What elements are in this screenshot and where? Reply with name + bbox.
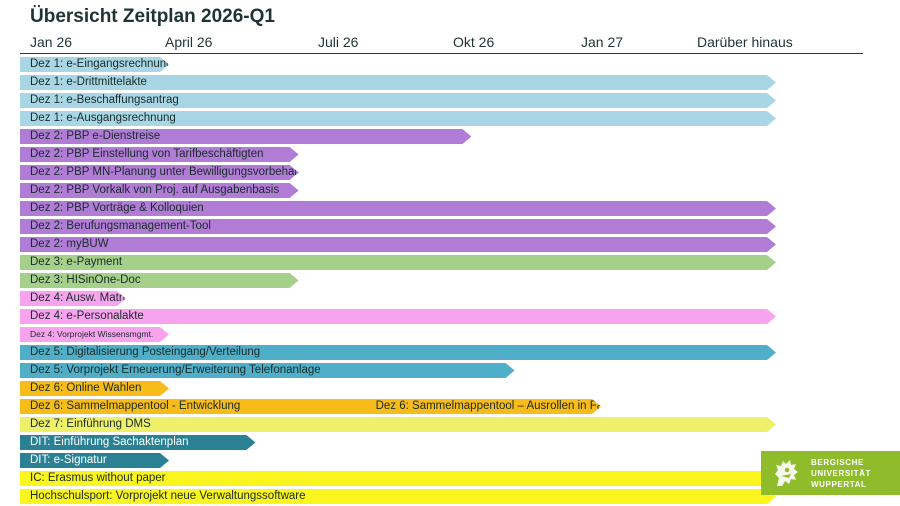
- gantt-bar: Hochschulsport: Vorprojekt neue Verwaltu…: [20, 489, 776, 504]
- tick-label: Okt 26: [453, 34, 495, 50]
- logo-text-line: WUPPERTAL: [811, 480, 867, 489]
- gantt-bar: Dez 2: PBP Vorträge & Kolloquien: [20, 201, 776, 216]
- gantt-bar: Dez 2: PBP Einstellung von Tarifbeschäft…: [20, 147, 299, 162]
- tick-label: Darüber hinaus: [697, 34, 793, 50]
- gantt-bar: Dez 6: Online Wahlen: [20, 381, 169, 396]
- gantt-bar: Dez 6: Sammelmappentool - Entwicklung: [20, 399, 385, 414]
- gantt-bar: Dez 1: e-Drittmittelakte: [20, 75, 776, 90]
- gantt-bar: DIT: e-Signatur: [20, 453, 169, 468]
- gantt-bar: Dez 3: HISinOne-Doc: [20, 273, 299, 288]
- gantt-bar: Dez 1: e-Eingangsrechnung: [20, 57, 169, 72]
- gantt-bar: Dez 2: Berufungsmanagement-Tool: [20, 219, 776, 234]
- gantt-bar: Dez 1: e-Ausgangsrechnung: [20, 111, 776, 126]
- gantt-bar: Dez 4: Ausw. Matrix: [20, 291, 126, 306]
- gantt-bar: Dez 2: PBP Vorkalk von Proj. auf Ausgabe…: [20, 183, 299, 198]
- gantt-bar: Dez 4: e-Personalakte: [20, 309, 776, 324]
- logo-text-line: UNIVERSITÄT: [811, 469, 871, 478]
- timeline-axis-line: [20, 53, 863, 54]
- gantt-bar: Dez 7: Einführung DMS: [20, 417, 776, 432]
- gantt-bar: Dez 5: Vorprojekt Erneuerung/Erweiterung…: [20, 363, 515, 378]
- gantt-bar: DIT: Einführung Sachaktenplan: [20, 435, 255, 450]
- gantt-bar: Dez 4: Vorprojekt Wissensmgmt.: [20, 327, 169, 342]
- gantt-bar: IC: Erasmus without paper: [20, 471, 776, 486]
- university-logo: BERGISCHE UNIVERSITÄT WUPPERTAL: [761, 451, 900, 495]
- gantt-bar: Dez 5: Digitalisierung Posteingang/Verte…: [20, 345, 776, 360]
- gantt-bar: Dez 3: e-Payment: [20, 255, 776, 270]
- tick-label: April 26: [165, 34, 213, 50]
- lion-crest-icon: [775, 460, 798, 486]
- page-title: Übersicht Zeitplan 2026-Q1: [30, 6, 275, 27]
- tick-label: Jan 27: [581, 34, 624, 50]
- logo-text-line: BERGISCHE: [811, 458, 864, 467]
- tick-label: Juli 26: [318, 34, 359, 50]
- gantt-bar: Dez 1: e-Beschaffungsantrag: [20, 93, 776, 108]
- gantt-bar: Dez 2: myBUW: [20, 237, 776, 252]
- tick-label: Jan 26: [30, 34, 73, 50]
- gantt-bar: Dez 6: Sammelmappentool – Ausrollen in F…: [366, 399, 601, 414]
- gantt-bar: Dez 2: PBP MN-Planung unter Bewilligungs…: [20, 165, 299, 180]
- gantt-bar: Dez 2: PBP e-Dienstreise: [20, 129, 471, 144]
